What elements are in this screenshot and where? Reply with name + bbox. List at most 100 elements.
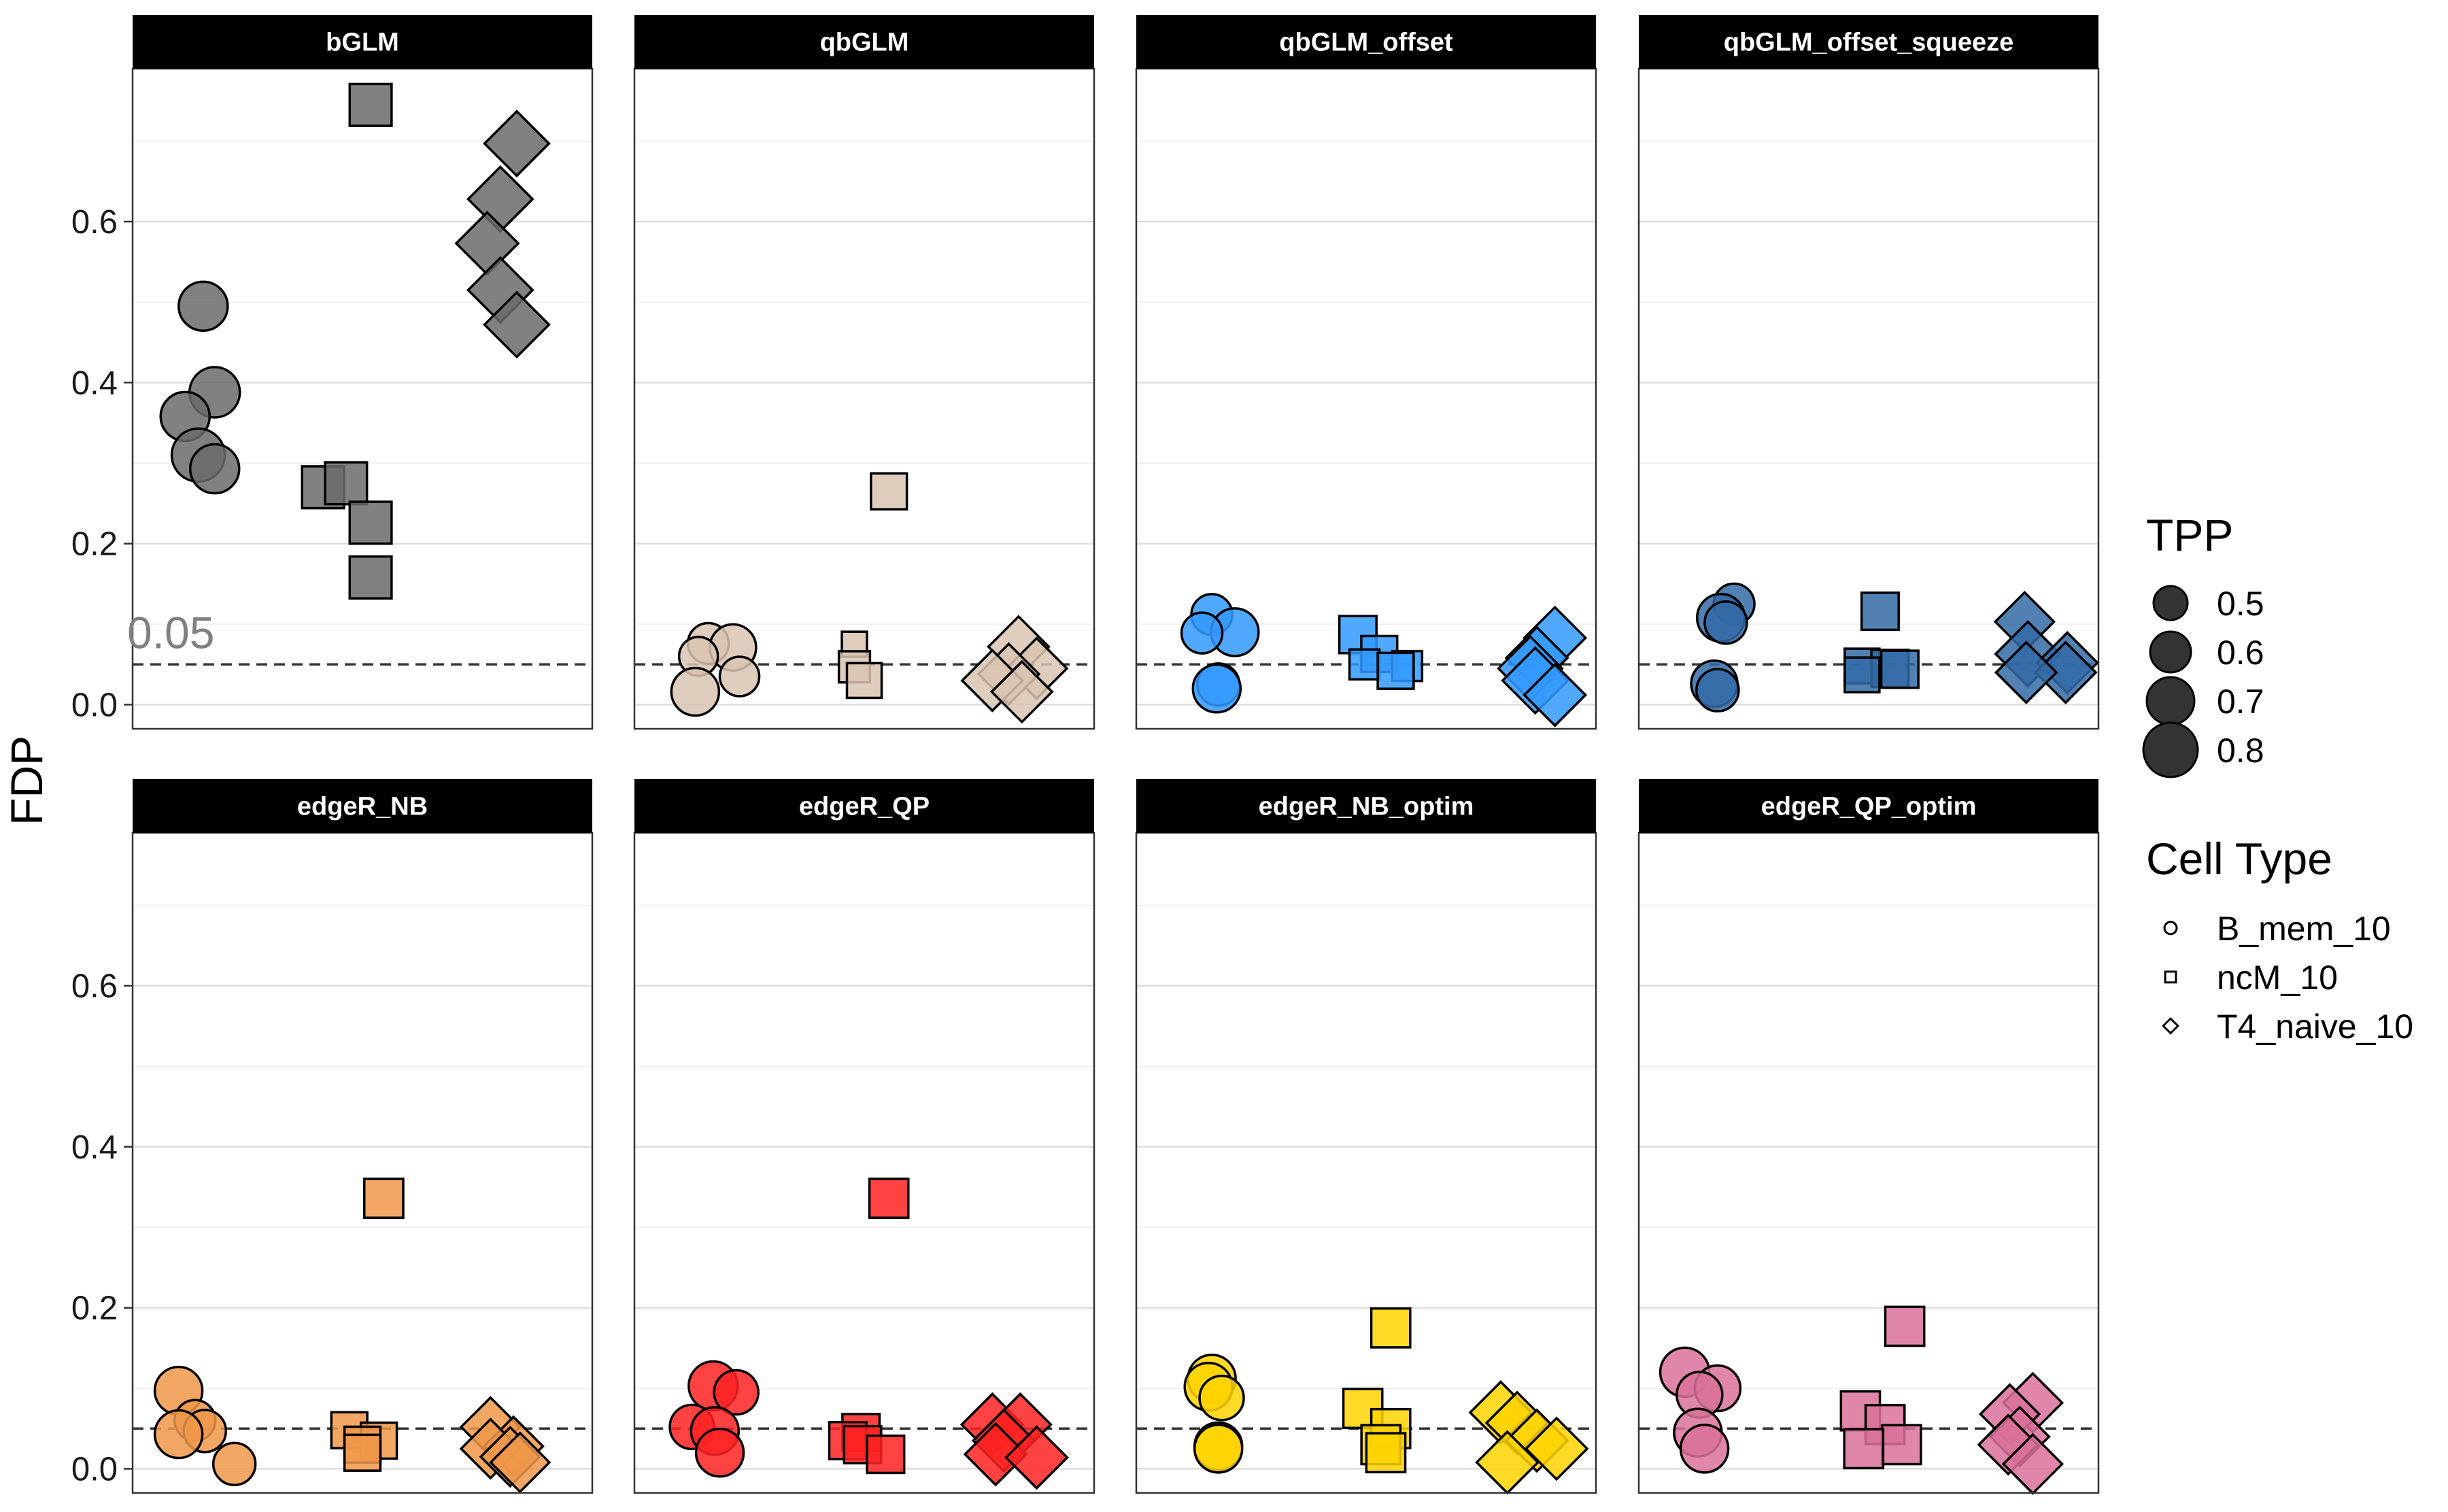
data-point-T4_naive_10 [1994,640,2058,704]
facet-strip-label: edgeR_NB_optim [1259,793,1474,821]
data-point-ncM_10 [866,1434,906,1475]
data-point-ncM_10 [1860,591,1900,632]
data-point-T4_naive_10 [1524,1416,1589,1481]
legend-cell-type-key [2162,1017,2179,1035]
data-point-B_mem_10 [694,1428,745,1478]
legend-tpp-label: 0.6 [2217,634,2264,672]
y-tick-label: 0.2 [71,526,118,563]
data-point-ncM_10 [1376,651,1415,690]
data-point-B_mem_10 [177,280,229,332]
data-point-ncM_10 [363,1178,405,1219]
data-point-ncM_10 [1843,1428,1885,1470]
data-point-ncM_10 [1843,656,1881,693]
facet-panel-edgeR_NB: edgeR_NB [131,779,594,1494]
data-point-T4_naive_10 [1004,1425,1069,1490]
legend-tpp-key [2145,676,2196,726]
data-point-ncM_10 [1880,1424,1922,1466]
y-axis-title: FDP [1,736,52,825]
data-point-ncM_10 [1884,1305,1926,1347]
facet-strip [634,15,1094,69]
legend-cell-type-key [2163,921,2178,935]
facet-strip [1136,15,1596,69]
facet-panel-qbGLM: qbGLM [633,15,1095,730]
legend-cell-type-title: Cell Type [2146,834,2332,884]
data-point-B_mem_10 [1180,611,1224,655]
data-point-ncM_10 [348,555,393,600]
data-point-ncM_10 [1348,648,1381,681]
facet-strip-label: edgeR_QP [799,793,930,821]
data-point-ncM_10 [1370,1307,1412,1349]
facet-panel-qbGLM_offset_squeeze: qbGLM_offset_squeeze [1637,15,2100,730]
data-point-ncM_10 [343,1433,382,1472]
facet-strip [133,15,592,69]
data-point-T4_naive_10 [1977,1413,2039,1476]
facet-strip [133,779,592,833]
data-point-B_mem_10 [670,666,721,717]
data-point-B_mem_10 [153,1409,204,1460]
y-tick-label: 0.0 [71,1451,118,1488]
data-point-ncM_10 [1880,649,1920,689]
data-point-B_mem_10 [713,1369,760,1416]
reference-line-label: 0.05 [127,607,214,657]
data-point-ncM_10 [868,1178,910,1219]
data-point-T4_naive_10 [1523,662,1588,727]
y-tick-label: 0.4 [71,1129,118,1166]
data-point-B_mem_10 [1679,1424,1730,1474]
y-tick-label: 0.2 [71,1290,118,1327]
legend-cell-type-label: ncM_10 [2217,959,2338,997]
data-point-T4_naive_10 [489,1431,551,1494]
legend-tpp-label: 0.7 [2217,683,2264,721]
data-point-B_mem_10 [1695,668,1740,712]
legend-cell-type-label: T4_naive_10 [2217,1008,2413,1046]
data-point-B_mem_10 [1193,1424,1244,1474]
facet-strip-label: qbGLM_offset_squeeze [1724,29,2014,57]
data-point-B_mem_10 [1198,1375,1245,1422]
facet-panel-qbGLM_offset: qbGLM_offset [1135,15,1597,730]
legend-tpp-label: 0.5 [2217,585,2264,623]
data-point-B_mem_10 [1191,664,1242,714]
legend-cell-type-label: B_mem_10 [2217,910,2391,948]
facet-strip-label: edgeR_QP_optim [1761,793,1977,821]
data-point-ncM_10 [870,472,908,511]
data-point-ncM_10 [1365,1432,1407,1474]
data-point-ncM_10 [348,82,393,127]
facet-panel-edgeR_QP_optim: edgeR_QP_optim [1637,779,2100,1496]
y-tick-label: 0.0 [71,687,118,723]
legend-cell-type-key [2164,970,2177,984]
facet-strip-label: qbGLM [820,29,909,57]
y-axis-layer: 0.0 0.2 0.4 0.6 0.0 0.2 0.4 0.6 [71,204,133,1488]
data-point-ncM_10 [324,461,369,506]
data-point-B_mem_10 [211,1441,257,1487]
facet-strip-label: bGLM [326,29,399,57]
legend-tpp-key [2152,585,2189,621]
data-point-ncM_10 [348,500,393,545]
data-point-B_mem_10 [1703,600,1748,645]
facet-strip [1136,779,1596,833]
facet-strip-label: edgeR_NB [297,793,428,821]
facet-panel-edgeR_QP: edgeR_QP [633,779,1095,1494]
panel-background [133,833,592,1493]
facet-strip [634,779,1094,833]
facet-panel-bGLM: bGLM 0.05 [127,15,594,730]
legend-tpp-title: TPP [2146,510,2233,560]
legend-tpp-label: 0.8 [2217,732,2264,770]
data-point-B_mem_10 [718,655,761,698]
facet-panel-edgeR_NB_optim: edgeR_NB_optim [1135,779,1597,1495]
y-tick-label: 0.4 [71,365,118,402]
legend-tpp-key [2149,630,2192,674]
facet-strip [1639,779,2098,833]
data-point-T4_naive_10 [483,109,551,178]
y-tick-label: 0.6 [71,204,118,241]
data-point-ncM_10 [845,662,883,700]
facet-strip-label: qbGLM_offset [1279,29,1453,57]
legend-tpp-key [2142,721,2199,778]
data-point-T4_naive_10 [963,1422,1028,1487]
data-point-B_mem_10 [188,443,241,495]
y-tick-label: 0.6 [71,968,118,1005]
data-point-T4_naive_10 [989,659,1054,724]
panels-layer: bGLM 0.05 qbGLM qbGLM_offset qbGLM_offset_sq… [127,15,2100,1496]
data-point-T4_naive_10 [483,290,551,359]
facet-strip [1639,15,2098,69]
legend: TPP 0.5 0.6 0.7 0.8 Cell Type B_mem_10 ncM_10 T4… [2142,510,2413,1046]
